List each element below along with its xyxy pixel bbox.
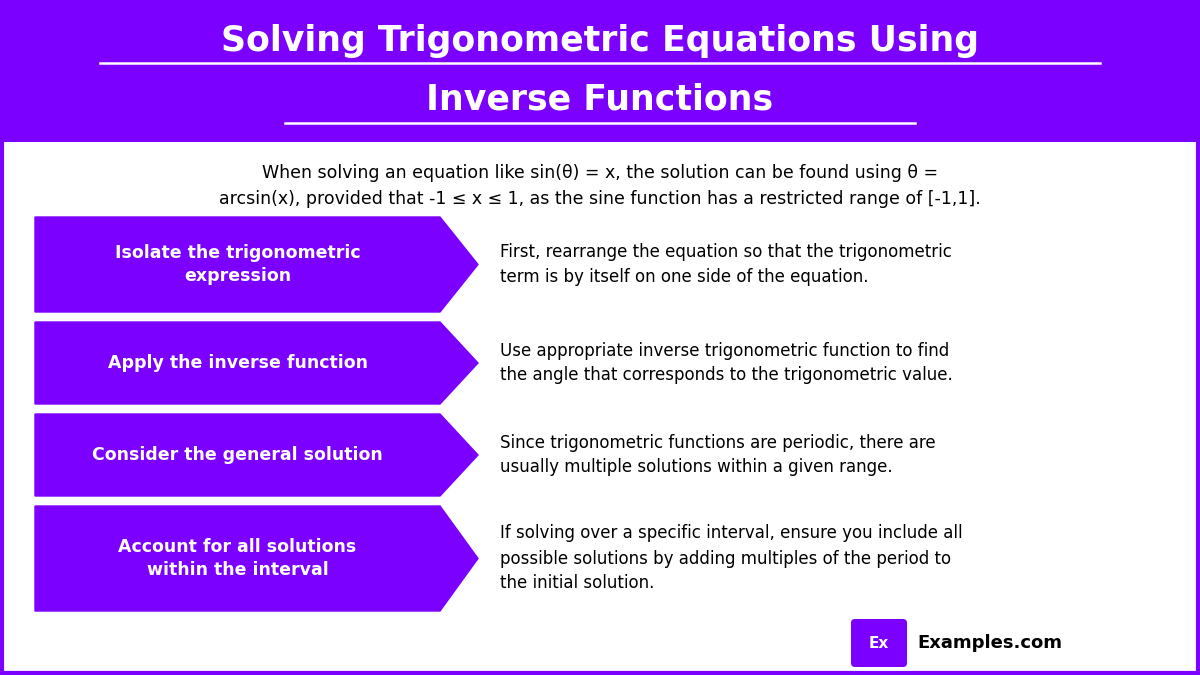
- Text: If solving over a specific interval, ensure you include all
possible solutions b: If solving over a specific interval, ens…: [500, 524, 962, 593]
- Text: Inverse Functions: Inverse Functions: [426, 82, 774, 116]
- FancyBboxPatch shape: [851, 619, 907, 667]
- Text: Apply the inverse function: Apply the inverse function: [108, 354, 367, 372]
- Polygon shape: [35, 506, 478, 611]
- Text: Ex: Ex: [869, 635, 889, 651]
- Text: Use appropriate inverse trigonometric function to find
the angle that correspond: Use appropriate inverse trigonometric fu…: [500, 342, 953, 385]
- Text: When solving an equation like sin(θ) = x, the solution can be found using θ =
ar: When solving an equation like sin(θ) = x…: [220, 164, 980, 208]
- Text: First, rearrange the equation so that the trigonometric
term is by itself on one: First, rearrange the equation so that th…: [500, 243, 952, 286]
- Bar: [0, 0, 1200, 142]
- Polygon shape: [35, 217, 478, 312]
- Text: Account for all solutions
within the interval: Account for all solutions within the int…: [119, 538, 356, 579]
- Text: Isolate the trigonometric
expression: Isolate the trigonometric expression: [115, 244, 360, 285]
- Text: Examples.com: Examples.com: [917, 634, 1062, 652]
- Text: Consider the general solution: Consider the general solution: [92, 446, 383, 464]
- Text: Solving Trigonometric Equations Using: Solving Trigonometric Equations Using: [221, 24, 979, 58]
- Polygon shape: [35, 322, 478, 404]
- Text: Since trigonometric functions are periodic, there are
usually multiple solutions: Since trigonometric functions are period…: [500, 433, 936, 477]
- Polygon shape: [35, 414, 478, 496]
